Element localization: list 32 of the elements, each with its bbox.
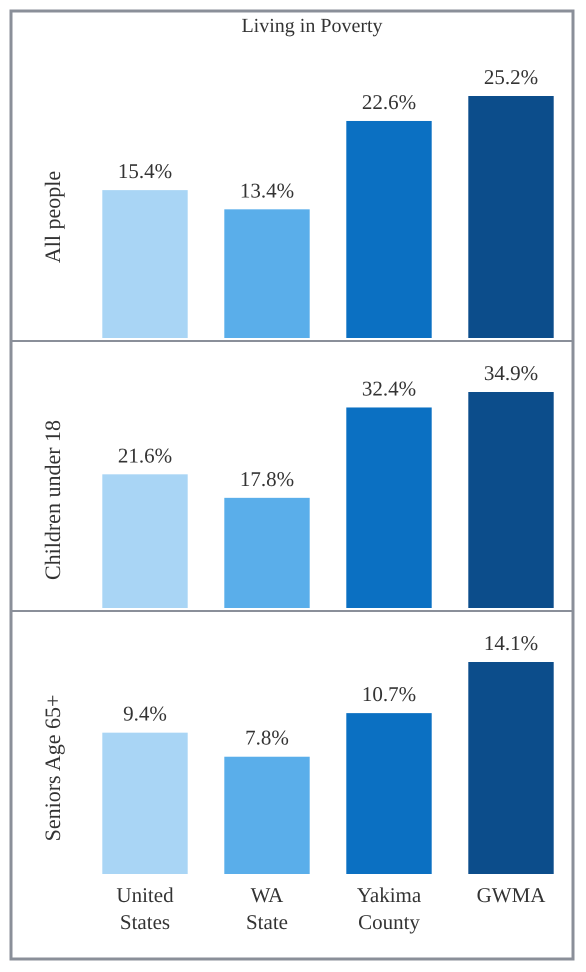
- bar: [346, 120, 432, 338]
- x-tick-label: GWMA: [476, 883, 546, 907]
- data-label: 15.4%: [118, 159, 172, 184]
- data-label: 32.4%: [362, 376, 416, 400]
- bar: [224, 756, 310, 874]
- data-label: 21.6%: [118, 443, 172, 468]
- data-label: 13.4%: [240, 178, 294, 202]
- bar: [346, 713, 432, 874]
- y-axis-title: All people: [40, 170, 65, 264]
- x-tick-label: Yakima County: [356, 883, 422, 934]
- data-label: 17.8%: [240, 466, 294, 491]
- bar: [102, 732, 188, 874]
- chart-title: Living in Poverty: [241, 15, 383, 37]
- bar: [346, 407, 432, 608]
- data-label: 34.9%: [484, 361, 538, 385]
- data-label: 10.7%: [362, 682, 416, 706]
- bar: [102, 190, 188, 338]
- y-axis-title: Seniors Age 65+: [40, 694, 65, 842]
- data-label: 9.4%: [123, 702, 167, 726]
- x-tick-label: WA State: [246, 883, 288, 934]
- y-axis-title: Children under 18: [40, 420, 65, 580]
- bar: [468, 662, 554, 874]
- x-tick-label: United States: [116, 883, 174, 934]
- data-label: 14.1%: [484, 631, 538, 655]
- bar: [102, 474, 188, 608]
- bar: [468, 96, 554, 338]
- data-label: 25.2%: [484, 65, 538, 89]
- data-label: 7.8%: [245, 726, 289, 750]
- bar: [224, 498, 310, 608]
- bar: [468, 392, 554, 608]
- data-label: 22.6%: [362, 90, 416, 114]
- bar: [224, 209, 310, 338]
